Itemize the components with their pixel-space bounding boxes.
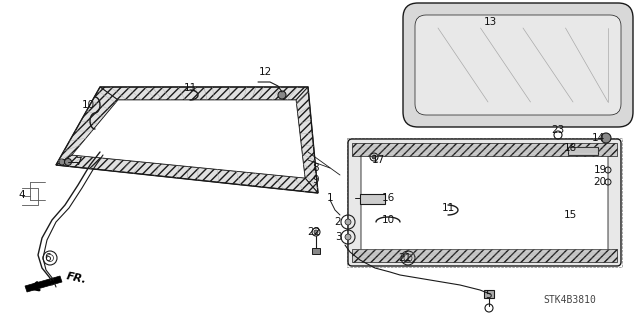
- Text: 10: 10: [81, 100, 95, 110]
- Polygon shape: [312, 248, 320, 254]
- Text: 14: 14: [591, 133, 605, 143]
- Circle shape: [278, 91, 286, 99]
- Text: 20: 20: [593, 177, 607, 187]
- Text: 6: 6: [45, 253, 51, 263]
- Text: 10: 10: [381, 215, 395, 225]
- Text: 17: 17: [371, 155, 385, 165]
- Polygon shape: [56, 87, 118, 165]
- Text: 15: 15: [563, 210, 577, 220]
- Text: 2: 2: [335, 217, 341, 227]
- Polygon shape: [360, 194, 385, 204]
- Text: 8: 8: [313, 163, 319, 173]
- Text: 4: 4: [19, 190, 26, 200]
- Polygon shape: [568, 147, 598, 155]
- Polygon shape: [296, 87, 318, 193]
- Text: 9: 9: [313, 175, 319, 185]
- Text: 16: 16: [381, 193, 395, 203]
- Polygon shape: [484, 290, 494, 298]
- Polygon shape: [352, 249, 617, 262]
- Text: 3: 3: [335, 232, 341, 242]
- Text: 1: 1: [326, 193, 333, 203]
- Circle shape: [314, 230, 318, 234]
- Text: STK4B3810: STK4B3810: [543, 295, 596, 305]
- Polygon shape: [56, 155, 318, 193]
- FancyBboxPatch shape: [348, 139, 621, 266]
- Text: FR.: FR.: [65, 271, 88, 285]
- Circle shape: [372, 155, 376, 159]
- FancyBboxPatch shape: [361, 152, 608, 253]
- Text: 18: 18: [563, 143, 577, 153]
- Polygon shape: [352, 143, 617, 156]
- Text: 12: 12: [259, 67, 271, 77]
- Polygon shape: [72, 100, 305, 178]
- Circle shape: [59, 159, 65, 165]
- Text: 22: 22: [307, 227, 321, 237]
- Text: 21: 21: [398, 253, 412, 263]
- Text: 11: 11: [442, 203, 454, 213]
- Text: 11: 11: [184, 83, 196, 93]
- Circle shape: [601, 133, 611, 143]
- FancyBboxPatch shape: [415, 15, 621, 115]
- Text: 23: 23: [552, 125, 564, 135]
- Polygon shape: [25, 276, 62, 292]
- Text: 7: 7: [75, 157, 81, 167]
- Text: 13: 13: [483, 17, 497, 27]
- Circle shape: [345, 234, 351, 240]
- Text: 19: 19: [593, 165, 607, 175]
- FancyBboxPatch shape: [403, 3, 633, 127]
- Polygon shape: [100, 87, 308, 100]
- Circle shape: [65, 159, 72, 166]
- Circle shape: [345, 219, 351, 225]
- Text: 5: 5: [484, 290, 492, 300]
